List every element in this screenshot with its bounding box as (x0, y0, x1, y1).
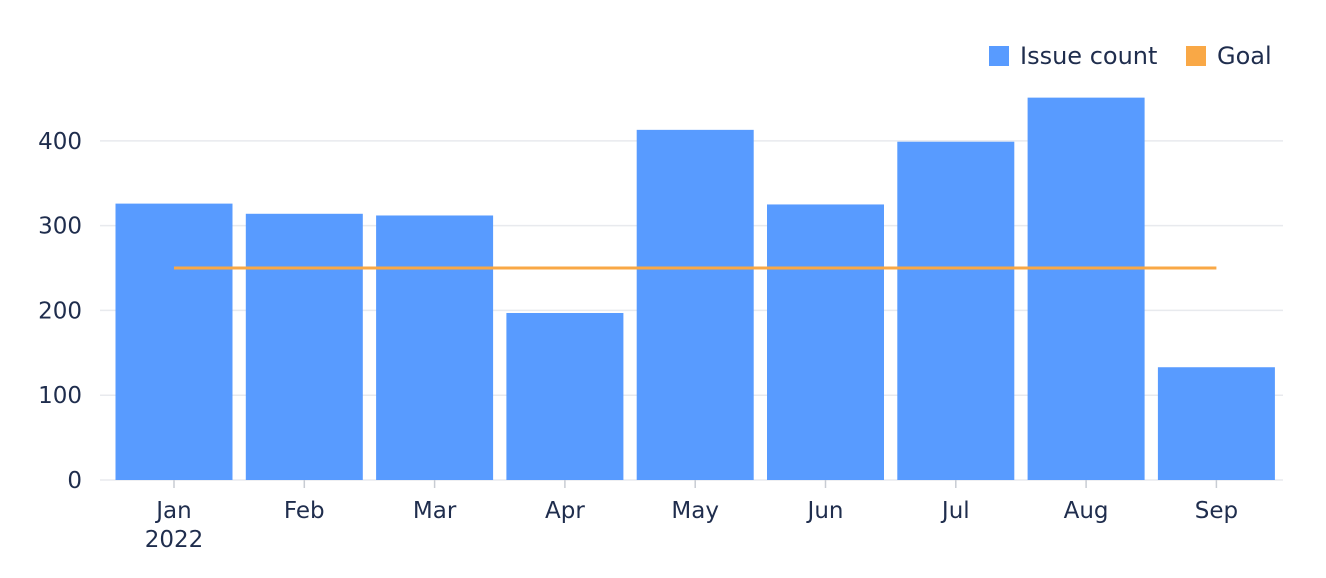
x-tick-label: Apr (545, 498, 585, 524)
bar-mar[interactable] (376, 215, 494, 480)
x-tick-label: Aug (1064, 498, 1109, 524)
x-tick-label: May (671, 498, 719, 524)
legend-label-issue-count[interactable]: Issue count (1020, 42, 1157, 70)
x-tick-label: Sep (1195, 498, 1238, 524)
bar-feb[interactable] (245, 213, 363, 481)
x-tick-label: Jan (154, 498, 191, 524)
bar-jul[interactable] (897, 141, 1015, 480)
bar-series (115, 97, 1275, 481)
x-tick-label: Mar (413, 498, 457, 524)
x-axis: Jan Feb Mar Apr May Jun Jul Aug Sep 2022 (145, 480, 1238, 553)
bar-aug[interactable] (1027, 97, 1145, 480)
y-tick-label: 400 (38, 129, 82, 155)
x-tick-label: Jul (940, 498, 970, 524)
legend-swatch-issue-count (989, 46, 1009, 66)
bar-jan[interactable] (115, 203, 233, 480)
y-tick-label: 0 (67, 468, 82, 494)
bar-may[interactable] (636, 129, 754, 480)
x-tick-label: Jun (806, 498, 844, 524)
legend-swatch-goal (1186, 46, 1206, 66)
bar-sep[interactable] (1157, 367, 1275, 480)
bar-jun[interactable] (767, 204, 884, 480)
bar-apr[interactable] (506, 312, 624, 480)
legend: Issue count Goal (989, 42, 1272, 70)
y-tick-label: 100 (38, 383, 82, 409)
legend-label-goal[interactable]: Goal (1217, 42, 1272, 70)
x-year-label: 2022 (145, 527, 204, 553)
x-tick-label: Feb (284, 498, 325, 524)
y-tick-label: 200 (38, 298, 82, 324)
y-tick-label: 300 (38, 214, 82, 240)
y-axis: 0 100 200 300 400 (38, 129, 82, 494)
